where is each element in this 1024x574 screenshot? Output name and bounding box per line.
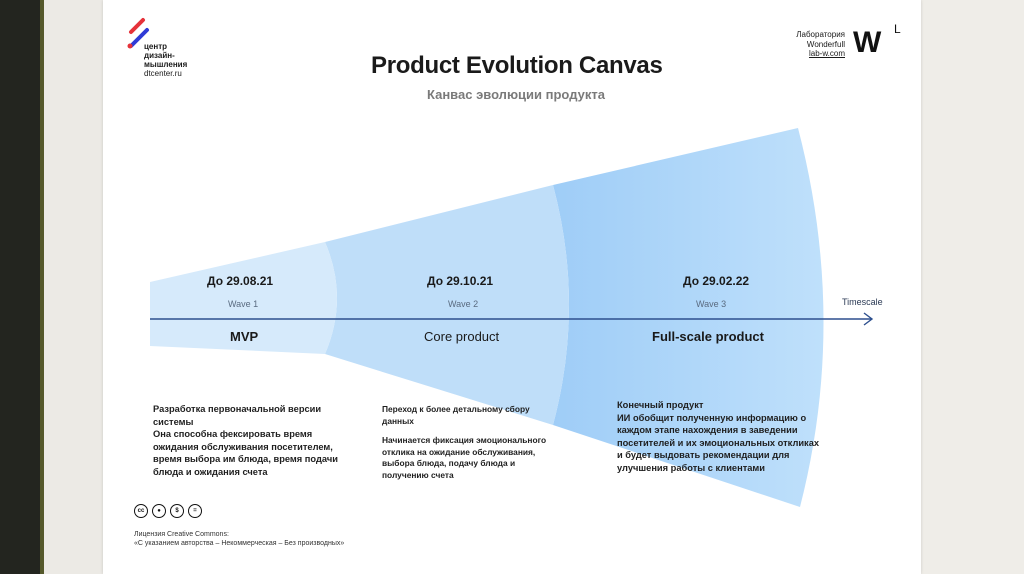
cc-nc-icon: $	[170, 504, 184, 518]
lab-line-2: Wonderfull	[806, 39, 845, 49]
wave-2-date: До 29.10.21	[427, 274, 494, 288]
timescale-arrowhead	[863, 312, 874, 326]
cc-by-icon: ●	[152, 504, 166, 518]
logo-line-2: дизайн-	[144, 51, 175, 60]
wave-1-date: До 29.08.21	[207, 274, 274, 288]
wave-1-stage: MVP	[230, 329, 259, 344]
cc-nd-icon: =	[188, 504, 202, 518]
creative-commons-icons: cc ● $ =	[134, 504, 202, 518]
wave-1-description: Разработка первоначальной версии системы…	[153, 403, 338, 486]
lab-site: lab-w.com	[808, 49, 845, 58]
lab-logo-w-mark: W	[853, 26, 882, 59]
logo-line-1: центр	[144, 42, 168, 51]
lab-logo-text: Лаборатория Wonderfull lab-w.com	[783, 30, 845, 59]
wave-3-description-text: Конечный продукт ИИ обобщит полученную и…	[617, 400, 820, 473]
wave-1-segment	[150, 242, 337, 354]
wave-3-date: До 29.02.22	[683, 274, 750, 288]
left-accent-bar	[40, 0, 44, 574]
slide: центр дизайн- мышления dtcenter.ru Лабор…	[103, 0, 921, 574]
wave-2-description-text-1: Переход к более детальному сбору данных	[382, 404, 530, 426]
license-text: Лицензия Creative Commons: «С указанием …	[134, 530, 344, 548]
wave-3-description: Конечный продукт ИИ обобщит полученную и…	[617, 399, 819, 482]
logo-site: dtcenter.ru	[144, 69, 182, 78]
right-margin	[920, 0, 1024, 574]
lab-line-1: Лаборатория	[796, 30, 845, 39]
page-subtitle: Канвас эволюции продукта	[427, 87, 605, 102]
wave-2-description-text-2: Начинается фиксация эмоционального откли…	[382, 435, 547, 480]
wave-2-description: Переход к более детальному сбору данных …	[382, 404, 546, 489]
wave-2-stage: Core product	[424, 329, 500, 344]
license-line-2: «С указанием авторства – Некоммерческая …	[134, 540, 345, 547]
logo-line-3: мышления	[144, 60, 188, 69]
left-dark-bar	[0, 0, 40, 574]
license-line-1: Лицензия Creative Commons:	[134, 531, 229, 538]
wave-3-segment	[553, 128, 824, 507]
dtcenter-logo-icon	[127, 18, 149, 49]
wave-1-description-text: Разработка первоначальной версии системы…	[153, 404, 338, 477]
timescale-label: Timescale	[842, 297, 883, 307]
page-title: Product Evolution Canvas	[371, 52, 663, 79]
evolution-diagram	[127, 18, 874, 507]
dtcenter-logo-text: центр дизайн- мышления dtcenter.ru	[144, 42, 187, 78]
wave-1-label: Wave 1	[228, 299, 259, 309]
lab-logo-l-mark: L	[894, 22, 901, 36]
wave-3-label: Wave 3	[696, 299, 727, 309]
wave-2-label: Wave 2	[448, 299, 479, 309]
cc-icon: cc	[134, 504, 148, 518]
wave-3-stage: Full-scale product	[652, 329, 764, 344]
wave-2-segment	[325, 185, 569, 425]
